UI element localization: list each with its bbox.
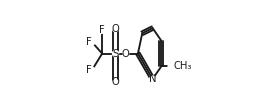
Circle shape	[88, 38, 95, 45]
Circle shape	[113, 51, 119, 57]
Text: O: O	[112, 77, 119, 87]
Circle shape	[123, 51, 129, 56]
Text: F: F	[86, 65, 91, 75]
Text: F: F	[86, 37, 91, 47]
Text: N: N	[149, 74, 156, 84]
Circle shape	[150, 76, 155, 82]
Text: O: O	[122, 48, 130, 59]
Circle shape	[113, 80, 118, 85]
Circle shape	[113, 26, 118, 32]
Circle shape	[88, 67, 95, 74]
Text: O: O	[112, 24, 119, 34]
Circle shape	[168, 61, 179, 72]
Circle shape	[99, 26, 106, 33]
Text: S: S	[112, 48, 119, 59]
Text: CH₃: CH₃	[173, 61, 192, 71]
Text: F: F	[99, 25, 105, 35]
